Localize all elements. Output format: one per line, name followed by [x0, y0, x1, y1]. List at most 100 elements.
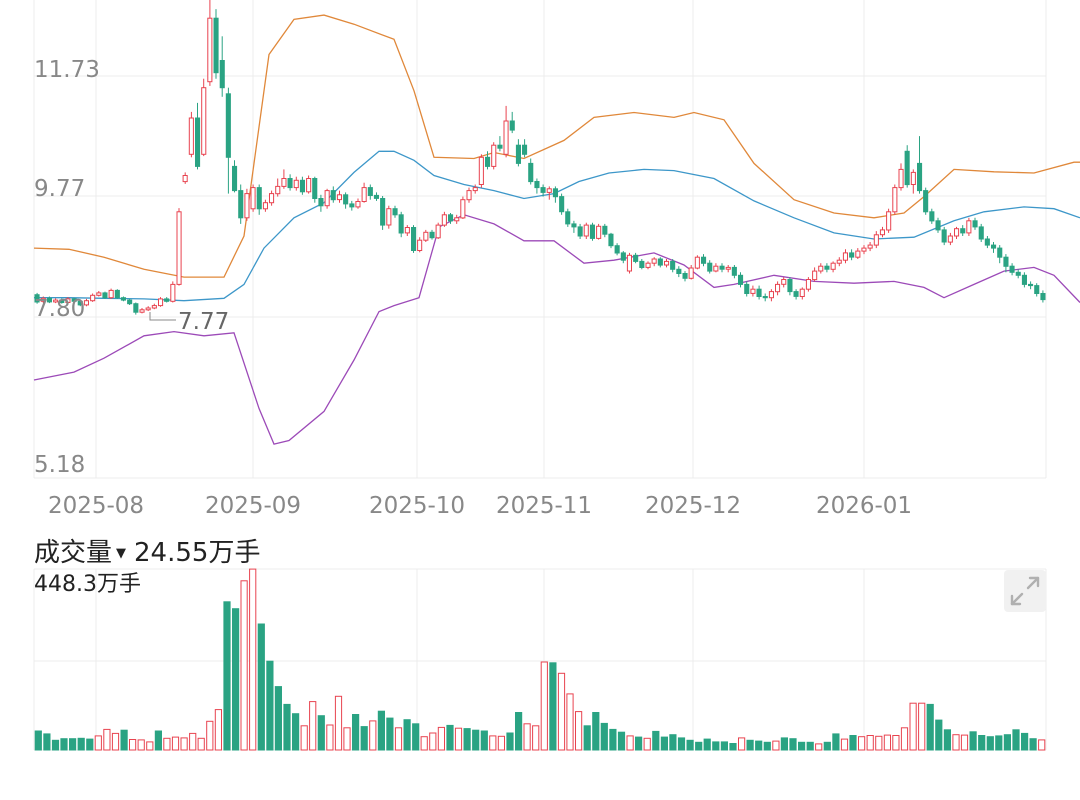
volume-bar — [283, 703, 291, 751]
candle — [762, 293, 768, 302]
candle — [355, 198, 361, 209]
candle — [528, 158, 534, 185]
volume-bar — [377, 710, 385, 751]
candle — [515, 139, 522, 167]
candle — [830, 261, 836, 273]
candle — [59, 298, 65, 304]
volume-bar — [918, 702, 926, 751]
volume-bar — [232, 608, 240, 751]
candle-body — [59, 299, 65, 304]
volume-bar — [575, 711, 583, 751]
x-tick-label: 2025-10 — [369, 493, 465, 519]
candle — [651, 257, 657, 267]
candle-body — [497, 144, 503, 149]
candle-body — [281, 178, 287, 187]
volume-bar — [720, 741, 728, 751]
candle — [448, 213, 454, 224]
candle-body — [1034, 285, 1040, 295]
candle-body — [269, 193, 275, 204]
candle-body — [954, 228, 960, 237]
volume-bar — [412, 723, 420, 751]
candle — [336, 190, 342, 203]
candle-body — [219, 60, 225, 89]
candle-body — [577, 226, 583, 237]
candle-body — [947, 235, 953, 243]
candle — [306, 175, 312, 194]
expand-button[interactable] — [1004, 570, 1046, 612]
candle — [577, 223, 583, 239]
volume-bar — [677, 737, 686, 751]
volume-bar — [223, 601, 231, 751]
candle-body — [534, 181, 540, 189]
candle-body — [343, 194, 349, 205]
candle-body — [411, 227, 417, 251]
candle — [867, 242, 873, 252]
volume-bar — [866, 735, 874, 751]
y-tick-label: 9.77 — [34, 176, 85, 202]
volume-bar — [703, 738, 711, 751]
volume-bar — [532, 725, 540, 751]
candle — [102, 291, 108, 299]
volume-bar — [360, 726, 368, 751]
volume-bar — [51, 739, 60, 751]
volume-bar — [334, 695, 343, 751]
candle — [855, 248, 861, 259]
candle-body — [275, 185, 281, 195]
candle — [312, 176, 318, 203]
bollinger-bands — [33, 14, 1080, 445]
candle-body — [448, 214, 454, 222]
candle — [114, 289, 120, 299]
candle-body — [596, 225, 602, 239]
candle-body — [842, 252, 849, 261]
candle — [713, 263, 719, 273]
candle — [96, 291, 102, 297]
candle — [299, 176, 305, 195]
volume-indicator-selector[interactable]: 成交量 ▼ 24.55万手 — [34, 532, 260, 569]
y-tick-label: 5.18 — [34, 452, 85, 478]
candle — [670, 259, 676, 273]
candle-body — [441, 214, 447, 226]
candle-body — [645, 262, 651, 268]
candle-body — [108, 289, 114, 299]
candle — [491, 142, 497, 170]
candle — [133, 302, 139, 315]
candle — [497, 136, 503, 152]
candle — [195, 102, 201, 170]
candle-body — [688, 267, 694, 279]
volume-bar — [566, 693, 574, 751]
volume-bar — [986, 736, 994, 751]
candle — [960, 225, 966, 236]
volume-bar — [129, 739, 137, 751]
candle — [879, 226, 886, 238]
volume-bar — [669, 734, 677, 751]
candle — [731, 265, 737, 279]
candle — [46, 296, 53, 304]
candle-body — [460, 199, 466, 219]
volume-bar — [1003, 734, 1011, 751]
candle-body — [454, 217, 460, 222]
candle — [503, 105, 509, 158]
candle — [744, 281, 750, 297]
candle-body — [195, 117, 201, 167]
candle-body — [485, 156, 491, 167]
candle-body — [528, 162, 534, 183]
candle-body — [90, 294, 96, 302]
candle — [904, 145, 910, 188]
candle-body — [522, 144, 528, 155]
volume-bar — [171, 736, 180, 751]
candle-body — [707, 262, 713, 272]
candle — [361, 182, 367, 203]
candle-body — [83, 300, 90, 306]
expand-icon — [1010, 576, 1040, 606]
candle-body — [262, 202, 268, 210]
candle-body — [287, 178, 293, 189]
candle-body — [40, 297, 46, 302]
candle — [688, 265, 694, 280]
candle — [509, 111, 515, 134]
candle-body — [299, 179, 305, 193]
volume-bar — [738, 737, 746, 751]
candle-body — [626, 254, 633, 272]
candle — [522, 139, 528, 158]
candle-body — [676, 268, 682, 274]
candle-body — [1021, 274, 1028, 285]
